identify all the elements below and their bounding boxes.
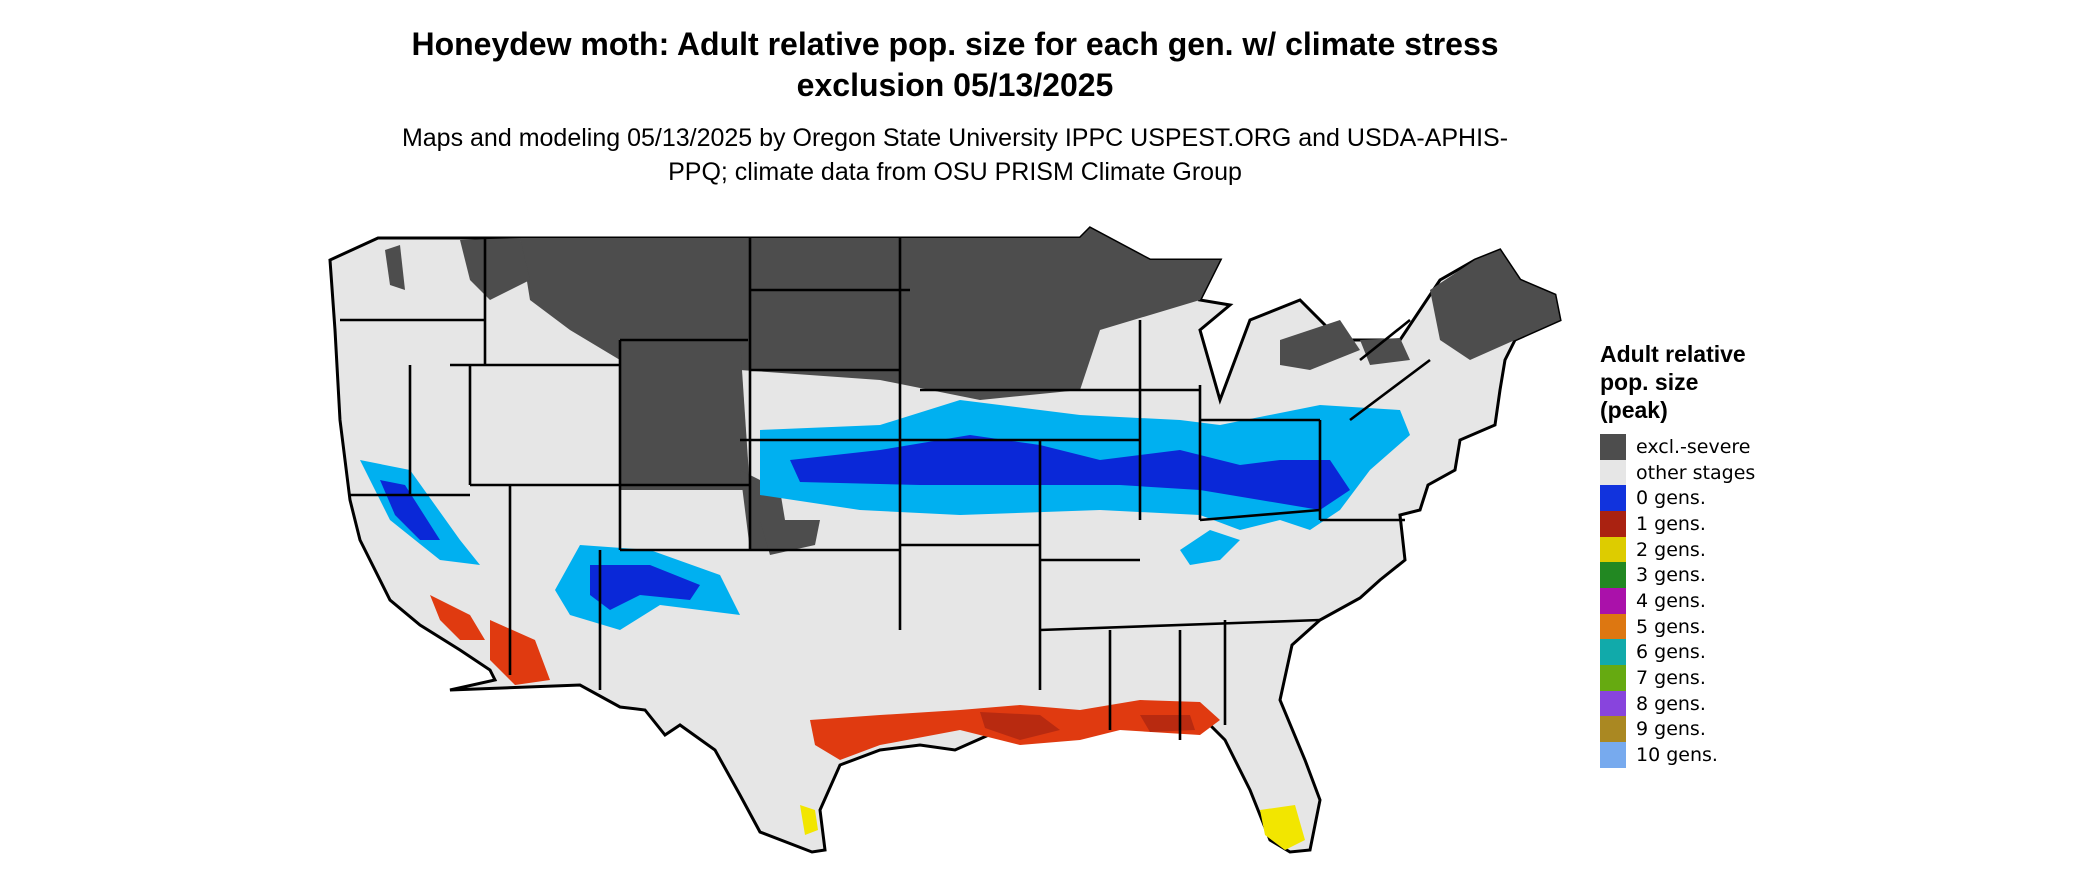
legend-label: 4 gens. <box>1636 589 1706 612</box>
legend-items: excl.-severe other stages 0 gens. 1 gens… <box>1600 433 1820 769</box>
legend-swatch <box>1600 459 1626 486</box>
legend-swatch <box>1600 562 1626 589</box>
legend-item: 8 gens. <box>1600 690 1820 717</box>
excluded-zones <box>385 228 1560 555</box>
state-borders <box>340 238 1431 740</box>
map-title: Honeydew moth: Adult relative pop. size … <box>411 26 1499 103</box>
legend-item: 2 gens. <box>1600 536 1820 563</box>
legend-label: 6 gens. <box>1636 641 1706 664</box>
legend-item: other stages <box>1600 459 1820 486</box>
legend-item: 4 gens. <box>1600 587 1820 614</box>
legend-label: 8 gens. <box>1636 692 1706 715</box>
legend-label: excl.-severe <box>1636 435 1751 458</box>
legend-label: 1 gens. <box>1636 512 1706 535</box>
legend-swatch <box>1600 587 1626 614</box>
legend-item: 9 gens. <box>1600 716 1820 743</box>
legend-swatch <box>1600 742 1626 769</box>
legend-item: excl.-severe <box>1600 433 1820 460</box>
legend-swatch <box>1600 510 1626 537</box>
legend-label: 10 gens. <box>1636 744 1718 767</box>
legend-label: 7 gens. <box>1636 667 1706 690</box>
legend-swatch <box>1600 690 1626 717</box>
legend-item: 0 gens. <box>1600 485 1820 512</box>
legend-swatch <box>1600 485 1626 512</box>
legend-item: 7 gens. <box>1600 665 1820 692</box>
legend-label: 0 gens. <box>1636 487 1706 510</box>
legend-title: Adult relative pop. size (peak) <box>1600 341 1746 423</box>
legend-swatch <box>1600 536 1626 563</box>
legend-item: 5 gens. <box>1600 613 1820 640</box>
legend-label: 5 gens. <box>1636 615 1706 638</box>
legend-swatch <box>1600 433 1626 460</box>
legend-swatch <box>1600 613 1626 640</box>
legend-swatch <box>1600 639 1626 666</box>
legend-label: 9 gens. <box>1636 718 1706 741</box>
legend-item: 10 gens. <box>1600 742 1820 769</box>
legend-swatch <box>1600 665 1626 692</box>
legend-swatch <box>1600 716 1626 743</box>
legend-item: 1 gens. <box>1600 510 1820 537</box>
legend-item: 6 gens. <box>1600 639 1820 666</box>
legend-item: 3 gens. <box>1600 562 1820 589</box>
legend-label: 3 gens. <box>1636 564 1706 587</box>
us-map <box>328 226 1562 854</box>
legend-label: other stages <box>1636 461 1756 484</box>
zone-yellow <box>800 805 1305 850</box>
legend-label: 2 gens. <box>1636 538 1706 561</box>
map-subtitle: Maps and modeling 05/13/2025 by Oregon S… <box>401 124 1509 186</box>
legend: Adult relative pop. size (peak) excl.-se… <box>1600 340 1820 769</box>
